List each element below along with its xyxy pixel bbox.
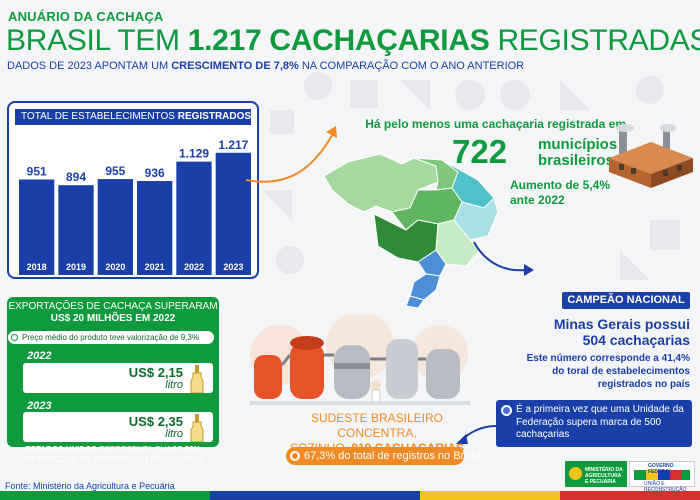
exports-foot-rest: REPRESENTA QUASE — [96, 445, 185, 454]
exports-title-line2: US$ 20 MILHÕES EM 2022 — [7, 313, 219, 325]
bar-value-label: 951 — [27, 164, 47, 178]
bar-value-label: 894 — [66, 170, 86, 184]
exports-note-text: Preço médio do produto teve valorização … — [22, 333, 199, 342]
champion-line2: 504 cachaçarias — [582, 332, 690, 348]
title-prefix: BRASIL TEM — [6, 24, 188, 57]
municipalities-growth: Aumento de 5,4% ante 2022 — [510, 178, 610, 208]
first-time-note: É a primeira vez que uma Unidade da Fede… — [496, 400, 692, 447]
bar-2019 — [58, 185, 94, 275]
price-value: US$ 2,15 — [128, 365, 183, 380]
exports-foot-bold: ESTADOS UNIDOS — [25, 445, 97, 454]
municipalities-lead: Há pelo menos uma cachaçaria registrada … — [365, 117, 626, 131]
subtitle-bold: CRESCIMENTO DE 7,8% — [171, 60, 299, 72]
exports-footnote: ESTADOS UNIDOS REPRESENTA QUASE 23% DO M… — [7, 445, 219, 465]
exports-price-2023: US$ 2,35 litro — [23, 412, 213, 442]
municipalities-label-line1: municípios — [538, 136, 618, 153]
bar-chart-plot: 951 2018 894 2019 955 2020 936 2021 1.129 2022 1.2… — [19, 138, 251, 275]
arrow-to-southeast-icon — [456, 425, 497, 444]
bar-2023 — [215, 152, 251, 275]
bar-category-label: 2022 — [184, 262, 204, 272]
bar-value-label: 955 — [105, 164, 125, 178]
subtitle-suffix: NA COMPARAÇÃO COM O ANO ANTERIOR — [298, 60, 525, 72]
bullet-icon — [501, 405, 512, 416]
brazil-map — [323, 153, 499, 309]
exports-year-2022: 2022 — [27, 350, 52, 362]
bar-category-label: 2019 — [66, 262, 86, 272]
price-value: US$ 2,35 — [128, 414, 183, 429]
champion-desc-line2: do toral de estabelecimentos — [552, 366, 690, 377]
source-credit: Fonte: Ministério da Agricultura e Pecuá… — [5, 481, 175, 491]
champion-description: Este número corresponde a 41,4% do toral… — [480, 352, 690, 391]
gov-top-text: GOVERNO FEDERAL — [648, 463, 674, 475]
bar-2022 — [176, 161, 212, 275]
bottle-icon — [190, 414, 204, 442]
brasil-logo-icon — [634, 470, 690, 480]
southeast-line1: SUDESTE BRASILEIRO CONCENTRA, — [310, 411, 444, 440]
exports-foot-line2: DO MERCADO DE EXPORTAÇÃO DE CACHAÇA — [22, 455, 204, 464]
chart-title-bold: REGISTRADOS — [177, 111, 252, 122]
bar-2021 — [137, 180, 173, 275]
bar-category-label: 2020 — [105, 262, 125, 272]
arrow-to-champion-icon — [473, 241, 534, 276]
ministry-logo: MINISTÉRIO DA AGRICULTURA E PECUÁRIA — [565, 461, 627, 487]
bullet-icon — [290, 451, 300, 461]
page-subtitle: DADOS DE 2023 APONTAM UM CRESCIMENTO DE … — [7, 60, 524, 72]
distillery-illustration — [250, 315, 470, 405]
title-suffix: REGISTRADAS — [489, 24, 700, 57]
ministry-logo-text: MINISTÉRIO DA AGRICULTURA E PECUÁRIA — [585, 467, 623, 485]
exports-price-2022: US$ 2,15 litro — [23, 363, 213, 393]
municipalities-number: 722 — [452, 133, 508, 170]
exports-title-line2-text: US$ 20 MILHÕES EM 2022 — [50, 313, 176, 324]
first-time-text: É a primeira vez que uma Unidade da Fede… — [516, 404, 684, 440]
header-kicker: ANUÁRIO DA CACHAÇA — [8, 9, 164, 24]
municipalities-label-line2: brasileiros — [538, 152, 614, 169]
chart-title-prefix: TOTAL DE ESTABELECIMENTOS — [21, 111, 178, 122]
bar-value-label: 936 — [145, 166, 165, 180]
champion-desc-line1: Este número corresponde a 41,4% — [526, 353, 690, 364]
growth-line1: Aumento de 5,4% — [510, 178, 611, 192]
bottle-icon — [190, 365, 204, 393]
exports-price-note: Preço médio do produto teve valorização … — [8, 331, 214, 344]
title-bold: 1.217 CACHAÇARIAS — [187, 24, 490, 57]
growth-line2: ante 2022 — [510, 193, 565, 207]
registered-establishments-chart: TOTAL DE ESTABELECIMENTOS REGISTRADOS 95… — [7, 101, 259, 279]
subtitle-prefix: DADOS DE 2023 APONTAM UM — [7, 60, 172, 72]
factory-icon — [609, 124, 693, 188]
page-title: BRASIL TEM 1.217 CACHAÇARIAS REGISTRADAS — [6, 24, 700, 58]
seal-icon — [569, 467, 582, 480]
southeast-pill-text: 67,3% do total de registros no Brasil — [304, 450, 481, 462]
price-unit: litro — [165, 428, 183, 440]
exports-title: EXPORTAÇÕES DE CACHAÇA SUPERARAM US$ 20 … — [7, 301, 219, 325]
southeast-share-pill: 67,3% do total de registros no Brasil — [286, 447, 481, 465]
chart-title: TOTAL DE ESTABELECIMENTOS REGISTRADOS — [15, 109, 251, 125]
arrow-to-municipalities-icon — [245, 126, 337, 183]
municipalities-label: municípios brasileiros — [538, 137, 617, 169]
exports-foot-line1: ESTADOS UNIDOS REPRESENTA QUASE 23% — [7, 445, 219, 455]
footer-color-strip — [0, 491, 700, 500]
gov-bottom-text: UNIÃO E RECONSTRUÇÃO — [644, 481, 687, 493]
bar-value-label: 1.129 — [179, 147, 209, 161]
exports-foot-pct: 23% — [184, 445, 201, 454]
bar-value-label: 1.217 — [218, 138, 248, 152]
bar-2018 — [19, 179, 55, 275]
exports-year-2023: 2023 — [27, 400, 52, 412]
champion-line1: Minas Gerais possui — [553, 316, 690, 332]
government-logo: GOVERNO FEDERAL UNIÃO E RECONSTRUÇÃO — [629, 461, 695, 493]
bar-category-label: 2021 — [145, 262, 165, 272]
bullet-icon — [11, 334, 18, 341]
bar-category-label: 2023 — [223, 262, 243, 272]
champion-desc-line3: registrados no país — [597, 379, 690, 390]
champion-badge: CAMPEÃO NACIONAL — [562, 292, 690, 309]
bar-category-label: 2018 — [27, 262, 47, 272]
price-unit: litro — [165, 379, 183, 391]
exports-title-line1: EXPORTAÇÕES DE CACHAÇA SUPERARAM — [8, 301, 218, 312]
bar-2020 — [97, 179, 133, 275]
